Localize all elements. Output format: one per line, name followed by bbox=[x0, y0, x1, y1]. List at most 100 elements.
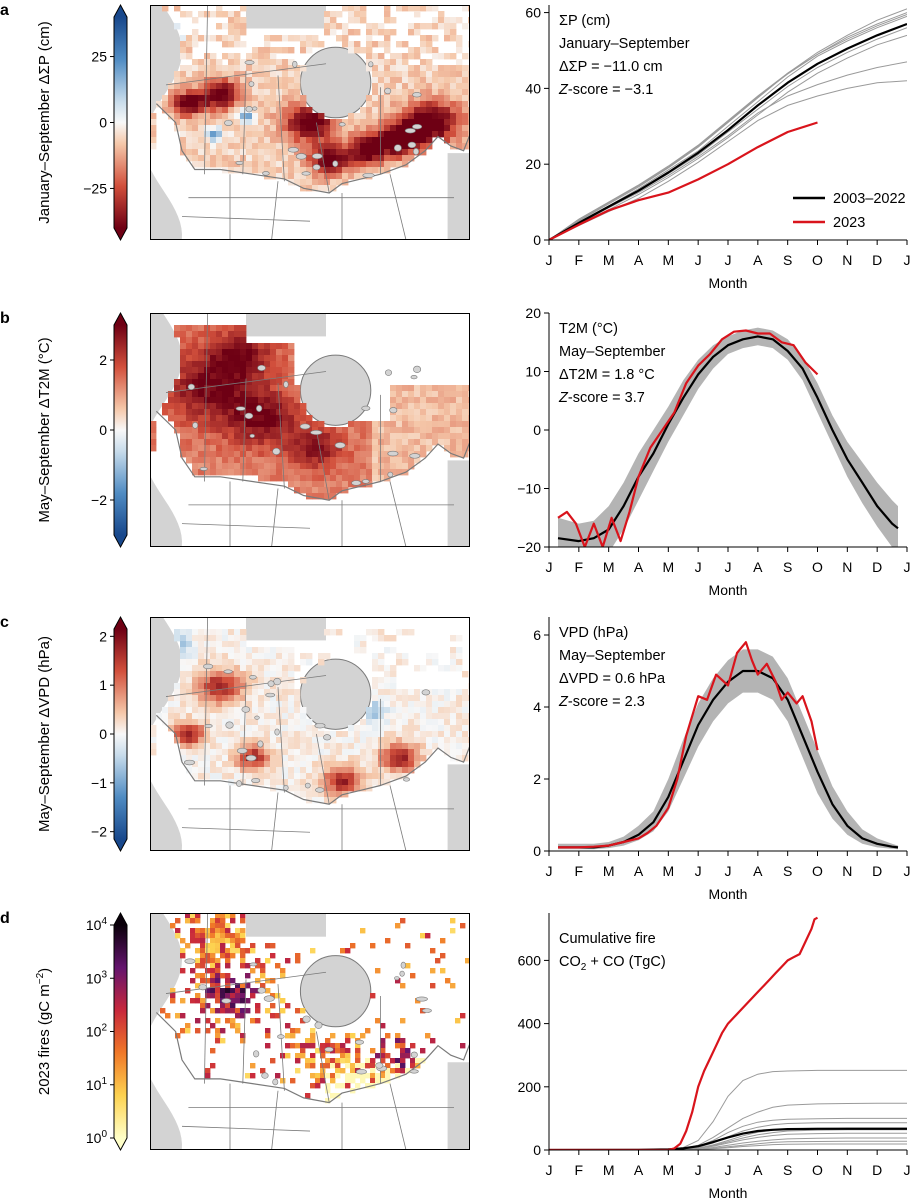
map-cell bbox=[366, 421, 373, 428]
map-cell bbox=[204, 113, 211, 120]
map-cell bbox=[160, 1008, 166, 1014]
map-cell bbox=[276, 647, 283, 654]
map-cell bbox=[228, 707, 235, 714]
lake bbox=[314, 723, 326, 729]
map-cell bbox=[396, 403, 403, 410]
map-cell bbox=[306, 469, 313, 476]
map-cell bbox=[444, 689, 451, 696]
map-cell bbox=[240, 695, 247, 702]
map-cell bbox=[222, 641, 229, 648]
map-cell bbox=[402, 451, 409, 458]
map-cell bbox=[270, 143, 277, 150]
map-cell bbox=[354, 641, 361, 648]
lake bbox=[223, 669, 233, 674]
map-cell bbox=[450, 137, 457, 144]
map-cell bbox=[216, 683, 223, 690]
map-cell bbox=[228, 349, 235, 356]
map-cell bbox=[228, 149, 235, 156]
map-cell bbox=[264, 397, 271, 404]
x-tick-label: J bbox=[546, 863, 553, 879]
colorbar-label: 2023 fires (gC m−2) bbox=[35, 968, 53, 1095]
map-cell bbox=[294, 125, 301, 132]
map-cell bbox=[198, 131, 205, 138]
map-cell bbox=[462, 83, 469, 90]
map-cell bbox=[225, 973, 231, 979]
map-cell bbox=[462, 119, 469, 126]
map-cell bbox=[300, 487, 307, 494]
map-cell bbox=[198, 35, 205, 42]
map-cell bbox=[186, 149, 193, 156]
map-cell bbox=[426, 439, 433, 446]
map-cell bbox=[174, 629, 181, 636]
map-cell bbox=[210, 761, 217, 768]
map-cell bbox=[384, 635, 391, 642]
map-cell bbox=[288, 71, 295, 78]
map-cell bbox=[228, 125, 235, 132]
map-cell bbox=[234, 743, 241, 750]
map-cell bbox=[180, 1013, 186, 1019]
map-cell bbox=[246, 701, 253, 708]
x-tick-label: M bbox=[603, 1162, 615, 1178]
map-cell bbox=[444, 131, 451, 138]
map-cell bbox=[180, 113, 187, 120]
map-cell bbox=[414, 101, 421, 108]
map-cell bbox=[420, 933, 426, 939]
map-cell bbox=[282, 761, 289, 768]
map-cell bbox=[438, 17, 445, 24]
map-cell bbox=[270, 653, 277, 660]
map-cell bbox=[210, 943, 216, 949]
map-cell bbox=[335, 1048, 341, 1054]
map-cell bbox=[252, 707, 259, 714]
map-cell bbox=[258, 677, 265, 684]
map-cell bbox=[348, 475, 355, 482]
map-cell bbox=[192, 731, 199, 738]
map-cell bbox=[240, 653, 247, 660]
map-cell bbox=[372, 131, 379, 138]
map-cell bbox=[204, 713, 211, 720]
map-cell bbox=[378, 659, 385, 666]
map-cell bbox=[330, 457, 337, 464]
map-cell bbox=[354, 149, 361, 156]
map-cell bbox=[240, 671, 247, 678]
map-cell bbox=[186, 77, 193, 84]
map-cell bbox=[468, 107, 470, 114]
map-cell bbox=[396, 731, 403, 738]
x-tick-label: J bbox=[725, 1162, 732, 1178]
map-cell bbox=[228, 59, 235, 66]
map-cell bbox=[432, 713, 439, 720]
map-cell bbox=[240, 665, 247, 672]
map-cell bbox=[282, 59, 289, 66]
map-cell bbox=[192, 719, 199, 726]
map-cell bbox=[246, 689, 253, 696]
map-cell bbox=[324, 481, 331, 488]
map-cell bbox=[264, 683, 271, 690]
map-cell bbox=[432, 131, 439, 138]
map-cell bbox=[258, 137, 265, 144]
map-cell bbox=[228, 385, 235, 392]
map-cell bbox=[205, 1018, 211, 1024]
map-cell bbox=[210, 938, 216, 944]
map-cell bbox=[468, 415, 470, 422]
map-cell bbox=[336, 35, 343, 42]
map-cell bbox=[396, 391, 403, 398]
map-cell bbox=[312, 451, 319, 458]
map-cell bbox=[280, 968, 286, 974]
map-cell bbox=[372, 707, 379, 714]
map-cell bbox=[282, 671, 289, 678]
map-cell bbox=[408, 149, 415, 156]
lake bbox=[253, 1050, 260, 1058]
map-cell bbox=[200, 1003, 206, 1009]
map-cell bbox=[354, 143, 361, 150]
map-cell bbox=[180, 731, 187, 738]
map-cell bbox=[306, 415, 313, 422]
map-cell bbox=[246, 409, 253, 416]
map-cell bbox=[282, 451, 289, 458]
map-cell bbox=[300, 767, 307, 774]
map-cell bbox=[210, 988, 216, 994]
map-cell bbox=[252, 119, 259, 126]
plot-body bbox=[557, 327, 899, 547]
map-cell bbox=[258, 659, 265, 666]
map-cell bbox=[180, 427, 187, 434]
y-tick-label: 20 bbox=[525, 156, 541, 172]
map-cell bbox=[372, 101, 379, 108]
